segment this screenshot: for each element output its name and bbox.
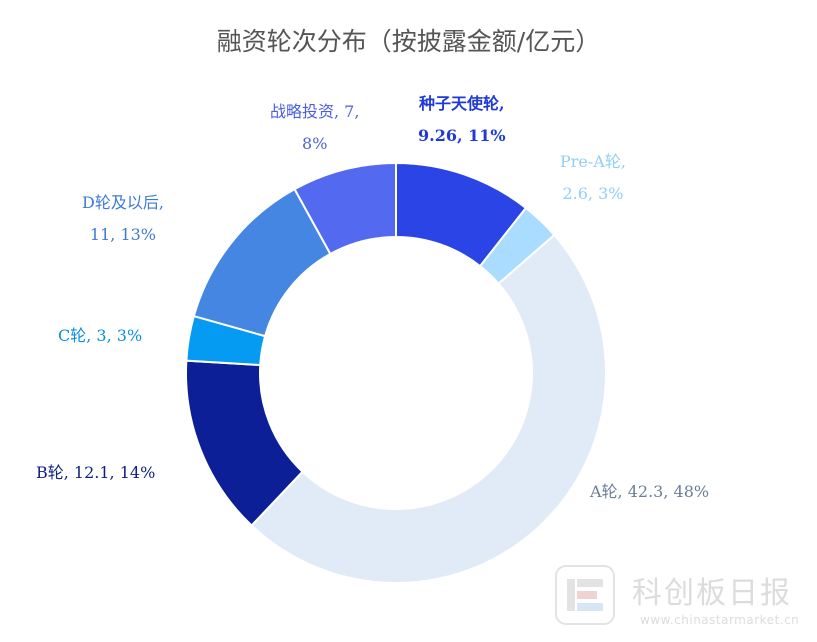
slice-label-d-and-later: D轮及以后, 11, 13% [82,187,164,251]
slice-2 [250,233,607,584]
slice-label-line2: 8% [302,134,328,153]
slice-label-line1: 种子天使轮, [419,94,505,113]
watermark-logo-icon [555,565,615,625]
slice-label-strategic: 战略投资, 7, 8% [270,96,359,160]
slice-label-line1: Pre-A轮, [560,152,626,171]
slice-label-line1: B轮, 12.1, 14% [36,463,156,482]
slice-6 [293,161,397,256]
slice-label-a: A轮, 42.3, 48% [590,476,709,508]
watermark-name: 科创板日报 [632,576,792,611]
chart-title: 融资轮次分布（按披露金额/亿元） [216,27,601,56]
slice-label-line2: 9.26, 11% [418,126,506,145]
slice-label-line2: 2.6, 3% [562,184,624,203]
slice-label-pre-a: Pre-A轮, 2.6, 3% [560,146,626,210]
slice-label-line1: C轮, 3, 3% [58,326,143,345]
slice-label-seed-angel: 种子天使轮, 9.26, 11% [418,88,506,152]
slice-label-line2: 11, 13% [89,225,156,244]
slice-label-line1: D轮及以后, [82,193,164,212]
slice-label-line1: 战略投资, 7, [270,102,360,121]
slice-label-c: C轮, 3, 3% [58,320,142,352]
slice-label-line1: A轮, 42.3, 48% [590,482,710,501]
slice-label-b: B轮, 12.1, 14% [36,457,155,489]
watermark-url: www.chinastarmarket.cn [640,613,800,627]
